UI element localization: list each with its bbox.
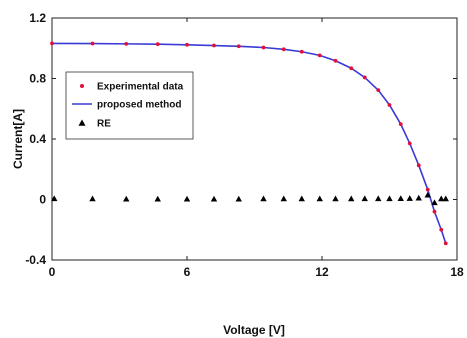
legend: Experimental data proposed method RE (65, 71, 194, 140)
x-axis-label: Voltage [V] (223, 323, 285, 337)
re-marker (280, 195, 287, 202)
experimental-data-point (362, 75, 367, 80)
re-marker (397, 195, 404, 202)
x-tick-labels: 0 6 12 18 (49, 265, 464, 279)
re-marker (438, 195, 445, 202)
experimental-data-point (155, 42, 160, 47)
re-marker (424, 191, 431, 198)
x-tick-label: 12 (315, 265, 329, 279)
y-tick-label: 0.8 (29, 72, 46, 86)
re-marker (361, 195, 368, 202)
re-marker (386, 195, 393, 202)
re-marker (332, 195, 339, 202)
re-marker (183, 195, 191, 202)
x-tick-label: 0 (49, 265, 56, 279)
experimental-data-point (185, 42, 189, 47)
experimental-data-point (90, 41, 95, 46)
legend-dot-symbol (80, 84, 84, 88)
experimental-data-point (387, 103, 392, 107)
re-marker (431, 199, 438, 206)
y-tick-label: 0.4 (29, 132, 46, 146)
experimental-data-point (416, 163, 421, 168)
x-tick-label: 6 (184, 265, 191, 279)
legend-items: Experimental data proposed method RE (72, 82, 184, 130)
re-marker (415, 194, 422, 201)
experimental-data-point (281, 47, 286, 52)
experimental-data-point (124, 41, 129, 46)
axis-ticks (51, 17, 458, 261)
experimental-data-point (376, 88, 381, 93)
re-marker (316, 195, 323, 202)
experimental-data-point (261, 45, 266, 50)
experimental-data-point (212, 43, 216, 48)
series-layer (50, 41, 449, 246)
re-marker (51, 195, 58, 202)
re-marker (260, 195, 267, 202)
y-axis-label: Current[A] (11, 109, 25, 169)
re-marker (154, 195, 161, 202)
experimental-data-point (439, 227, 444, 232)
experimental-data-point (349, 66, 354, 71)
re-marker (375, 195, 382, 202)
y-tick-label: -0.4 (25, 253, 46, 267)
experimental-data-point (50, 41, 54, 46)
re-marker (406, 195, 413, 201)
re-marker (89, 195, 96, 202)
re-marker (348, 195, 355, 202)
legend-box (65, 71, 194, 140)
experimental-data-point (299, 49, 304, 54)
re-marker (442, 195, 449, 202)
experimental-data-point (443, 241, 448, 246)
legend-label: Experimental data (97, 82, 184, 93)
y-tick-labels: -0.4 0 0.4 0.8 1.2 (25, 11, 46, 267)
re-marker (298, 195, 305, 202)
experimental-data-point (432, 209, 437, 214)
re-marker (210, 195, 218, 202)
experimental-data-point (317, 53, 322, 58)
y-tick-label: 1.2 (29, 11, 46, 25)
experimental-data-point (425, 187, 430, 192)
experimental-data-point (407, 141, 412, 146)
legend-label: proposed method (97, 100, 181, 111)
legend-triangle-symbol (78, 119, 86, 126)
experimental-data-point (398, 122, 403, 127)
re-marker (235, 195, 242, 202)
experimental-data-point (333, 58, 338, 63)
re-marker (123, 195, 130, 202)
experimental-data-point (236, 44, 241, 49)
x-tick-label: 18 (450, 265, 464, 279)
legend-label: RE (97, 119, 111, 130)
y-tick-label: 0 (39, 193, 46, 207)
